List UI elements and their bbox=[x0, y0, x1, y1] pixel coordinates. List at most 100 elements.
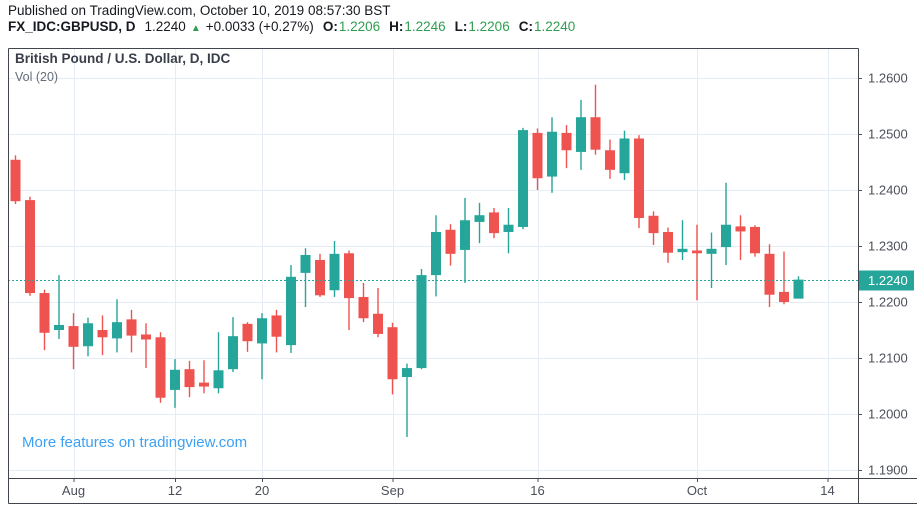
high-value: 1.2246 bbox=[404, 19, 446, 34]
candle-body bbox=[518, 130, 528, 227]
candle-body bbox=[503, 224, 514, 233]
candle bbox=[141, 323, 151, 369]
candle-body bbox=[358, 296, 369, 319]
candle bbox=[402, 363, 412, 437]
candle bbox=[83, 317, 93, 357]
candle bbox=[39, 289, 50, 351]
candle-body bbox=[10, 159, 21, 202]
candle bbox=[648, 211, 659, 245]
open-label: O: bbox=[322, 19, 338, 34]
candle bbox=[706, 232, 717, 289]
close-label: C: bbox=[518, 19, 533, 34]
close-value: 1.2240 bbox=[533, 19, 576, 34]
candle-body bbox=[561, 132, 572, 151]
candle-body bbox=[619, 138, 630, 174]
candle-body bbox=[373, 313, 383, 334]
candle bbox=[460, 197, 470, 283]
price-change: +0.0033 (+0.27%) bbox=[205, 19, 314, 34]
time-axis-label: 16 bbox=[530, 483, 544, 498]
candle bbox=[10, 155, 21, 205]
candle bbox=[300, 248, 311, 308]
candle bbox=[590, 84, 601, 155]
candle-body bbox=[706, 248, 717, 254]
candle-body bbox=[228, 336, 238, 370]
candle-body bbox=[735, 226, 746, 232]
axes-labels-layer: 1.2600 1.2500 1.2400 1.2300 1.2200 1.2100 1.20… bbox=[62, 71, 908, 498]
candle-body bbox=[39, 293, 50, 333]
candle bbox=[387, 322, 398, 395]
candle bbox=[68, 313, 79, 370]
candle bbox=[315, 253, 325, 297]
candle-body bbox=[184, 369, 195, 388]
time-axis-label: 12 bbox=[168, 483, 182, 498]
candle-body bbox=[213, 370, 224, 389]
candle bbox=[474, 202, 485, 244]
time-axis-label: Oct bbox=[687, 483, 708, 498]
chart-legend-title: British Pound / U.S. Dollar, D, IDC bbox=[15, 51, 231, 66]
low-value: 1.2206 bbox=[468, 19, 510, 34]
time-axis-label: Aug bbox=[62, 483, 85, 498]
candle bbox=[764, 244, 775, 308]
candle bbox=[576, 99, 586, 170]
tradingview-link[interactable]: More features on tradingview.com bbox=[22, 434, 247, 451]
candle bbox=[126, 309, 137, 353]
published-timestamp: Published on TradingView.com, October 10… bbox=[8, 3, 391, 18]
candle-body bbox=[677, 248, 688, 253]
candle bbox=[750, 225, 760, 257]
candle-body bbox=[97, 330, 108, 338]
symbol-name: FX_IDC:GBPUSD, D bbox=[8, 19, 136, 34]
price-axis-label: 1.2400 bbox=[868, 183, 908, 198]
candle bbox=[271, 309, 282, 353]
candle-body bbox=[300, 254, 311, 273]
candle-body bbox=[257, 318, 267, 344]
current-price-tag: 1.2240 bbox=[859, 270, 914, 291]
candle-body bbox=[489, 212, 499, 234]
candles-layer bbox=[10, 84, 804, 437]
candle-body bbox=[764, 253, 775, 295]
low-label: L: bbox=[454, 19, 468, 34]
candle bbox=[170, 359, 180, 408]
candle-body bbox=[634, 138, 644, 219]
candle-body bbox=[387, 327, 398, 380]
time-axis-label: 14 bbox=[820, 483, 834, 498]
candle-body bbox=[315, 260, 325, 296]
candle-body bbox=[663, 232, 673, 253]
price-tag-box bbox=[859, 270, 914, 291]
candle-body bbox=[431, 232, 441, 276]
candle bbox=[445, 224, 456, 266]
candle-body bbox=[344, 253, 354, 299]
candle bbox=[416, 268, 427, 370]
open-value: 1.2206 bbox=[338, 19, 381, 34]
last-price: 1.2240 bbox=[144, 19, 186, 34]
price-axis-label: 1.2000 bbox=[868, 406, 908, 421]
symbol-ohlc-bar: FX_IDC:GBPUSD, D 1.2240 ▲ +0.0033 (+0.27… bbox=[8, 19, 575, 34]
candle bbox=[634, 135, 644, 229]
candle bbox=[358, 282, 369, 323]
candle-body bbox=[416, 275, 427, 369]
time-axis-label: 20 bbox=[255, 483, 269, 498]
candle bbox=[779, 251, 789, 305]
price-axis-label: 1.2100 bbox=[868, 350, 908, 365]
candle bbox=[286, 265, 296, 353]
candle bbox=[25, 196, 35, 296]
candle-body bbox=[547, 131, 557, 177]
candle bbox=[431, 215, 441, 297]
candle bbox=[155, 332, 166, 403]
time-axis-label: Sep bbox=[381, 483, 404, 498]
candle-body bbox=[141, 334, 151, 340]
candle-body bbox=[750, 226, 760, 254]
candle bbox=[793, 276, 804, 299]
candle bbox=[329, 240, 340, 297]
candle-body bbox=[54, 324, 64, 331]
candle-body bbox=[779, 291, 789, 303]
price-axis-label: 1.1900 bbox=[868, 462, 908, 477]
candle-body bbox=[286, 276, 296, 346]
candle bbox=[619, 130, 630, 180]
volume-indicator-label: Vol (20) bbox=[15, 70, 58, 84]
candle bbox=[735, 215, 746, 261]
candle bbox=[489, 207, 499, 239]
candle bbox=[373, 288, 383, 338]
candle bbox=[503, 207, 514, 254]
candle-body bbox=[271, 315, 282, 337]
